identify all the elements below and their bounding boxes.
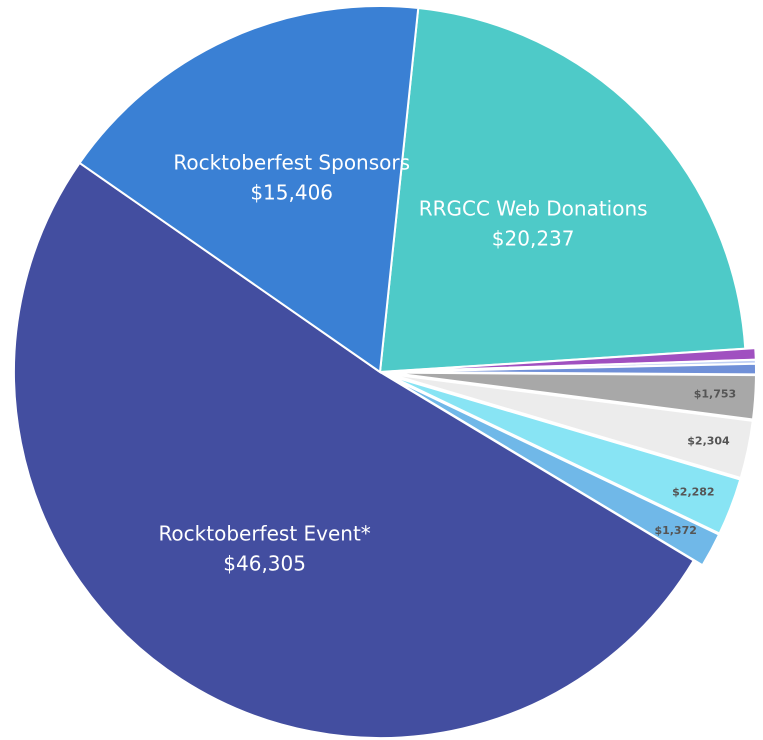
value-label: $2,304 [687, 434, 730, 447]
value-label: $20,237 [492, 226, 575, 250]
value-label: $1,753 [694, 388, 736, 401]
pie-slice [388, 374, 742, 535]
pie-slice [13, 161, 696, 739]
pie-slice [78, 5, 420, 374]
value-label: $2,282 [672, 485, 714, 498]
pie-slice [389, 371, 757, 421]
pie-slice [388, 375, 721, 567]
slice-label: Rocktoberfest Sponsors [173, 150, 410, 174]
slice-label: Rocktoberfest Event* [158, 522, 370, 546]
value-label: $15,406 [250, 180, 333, 204]
value-label: $1,372 [654, 524, 696, 537]
pie-slice [389, 373, 754, 480]
slice-label: RRGCC Web Donations [419, 196, 648, 220]
pie-slice [378, 6, 747, 374]
value-label: $46,305 [223, 552, 306, 576]
